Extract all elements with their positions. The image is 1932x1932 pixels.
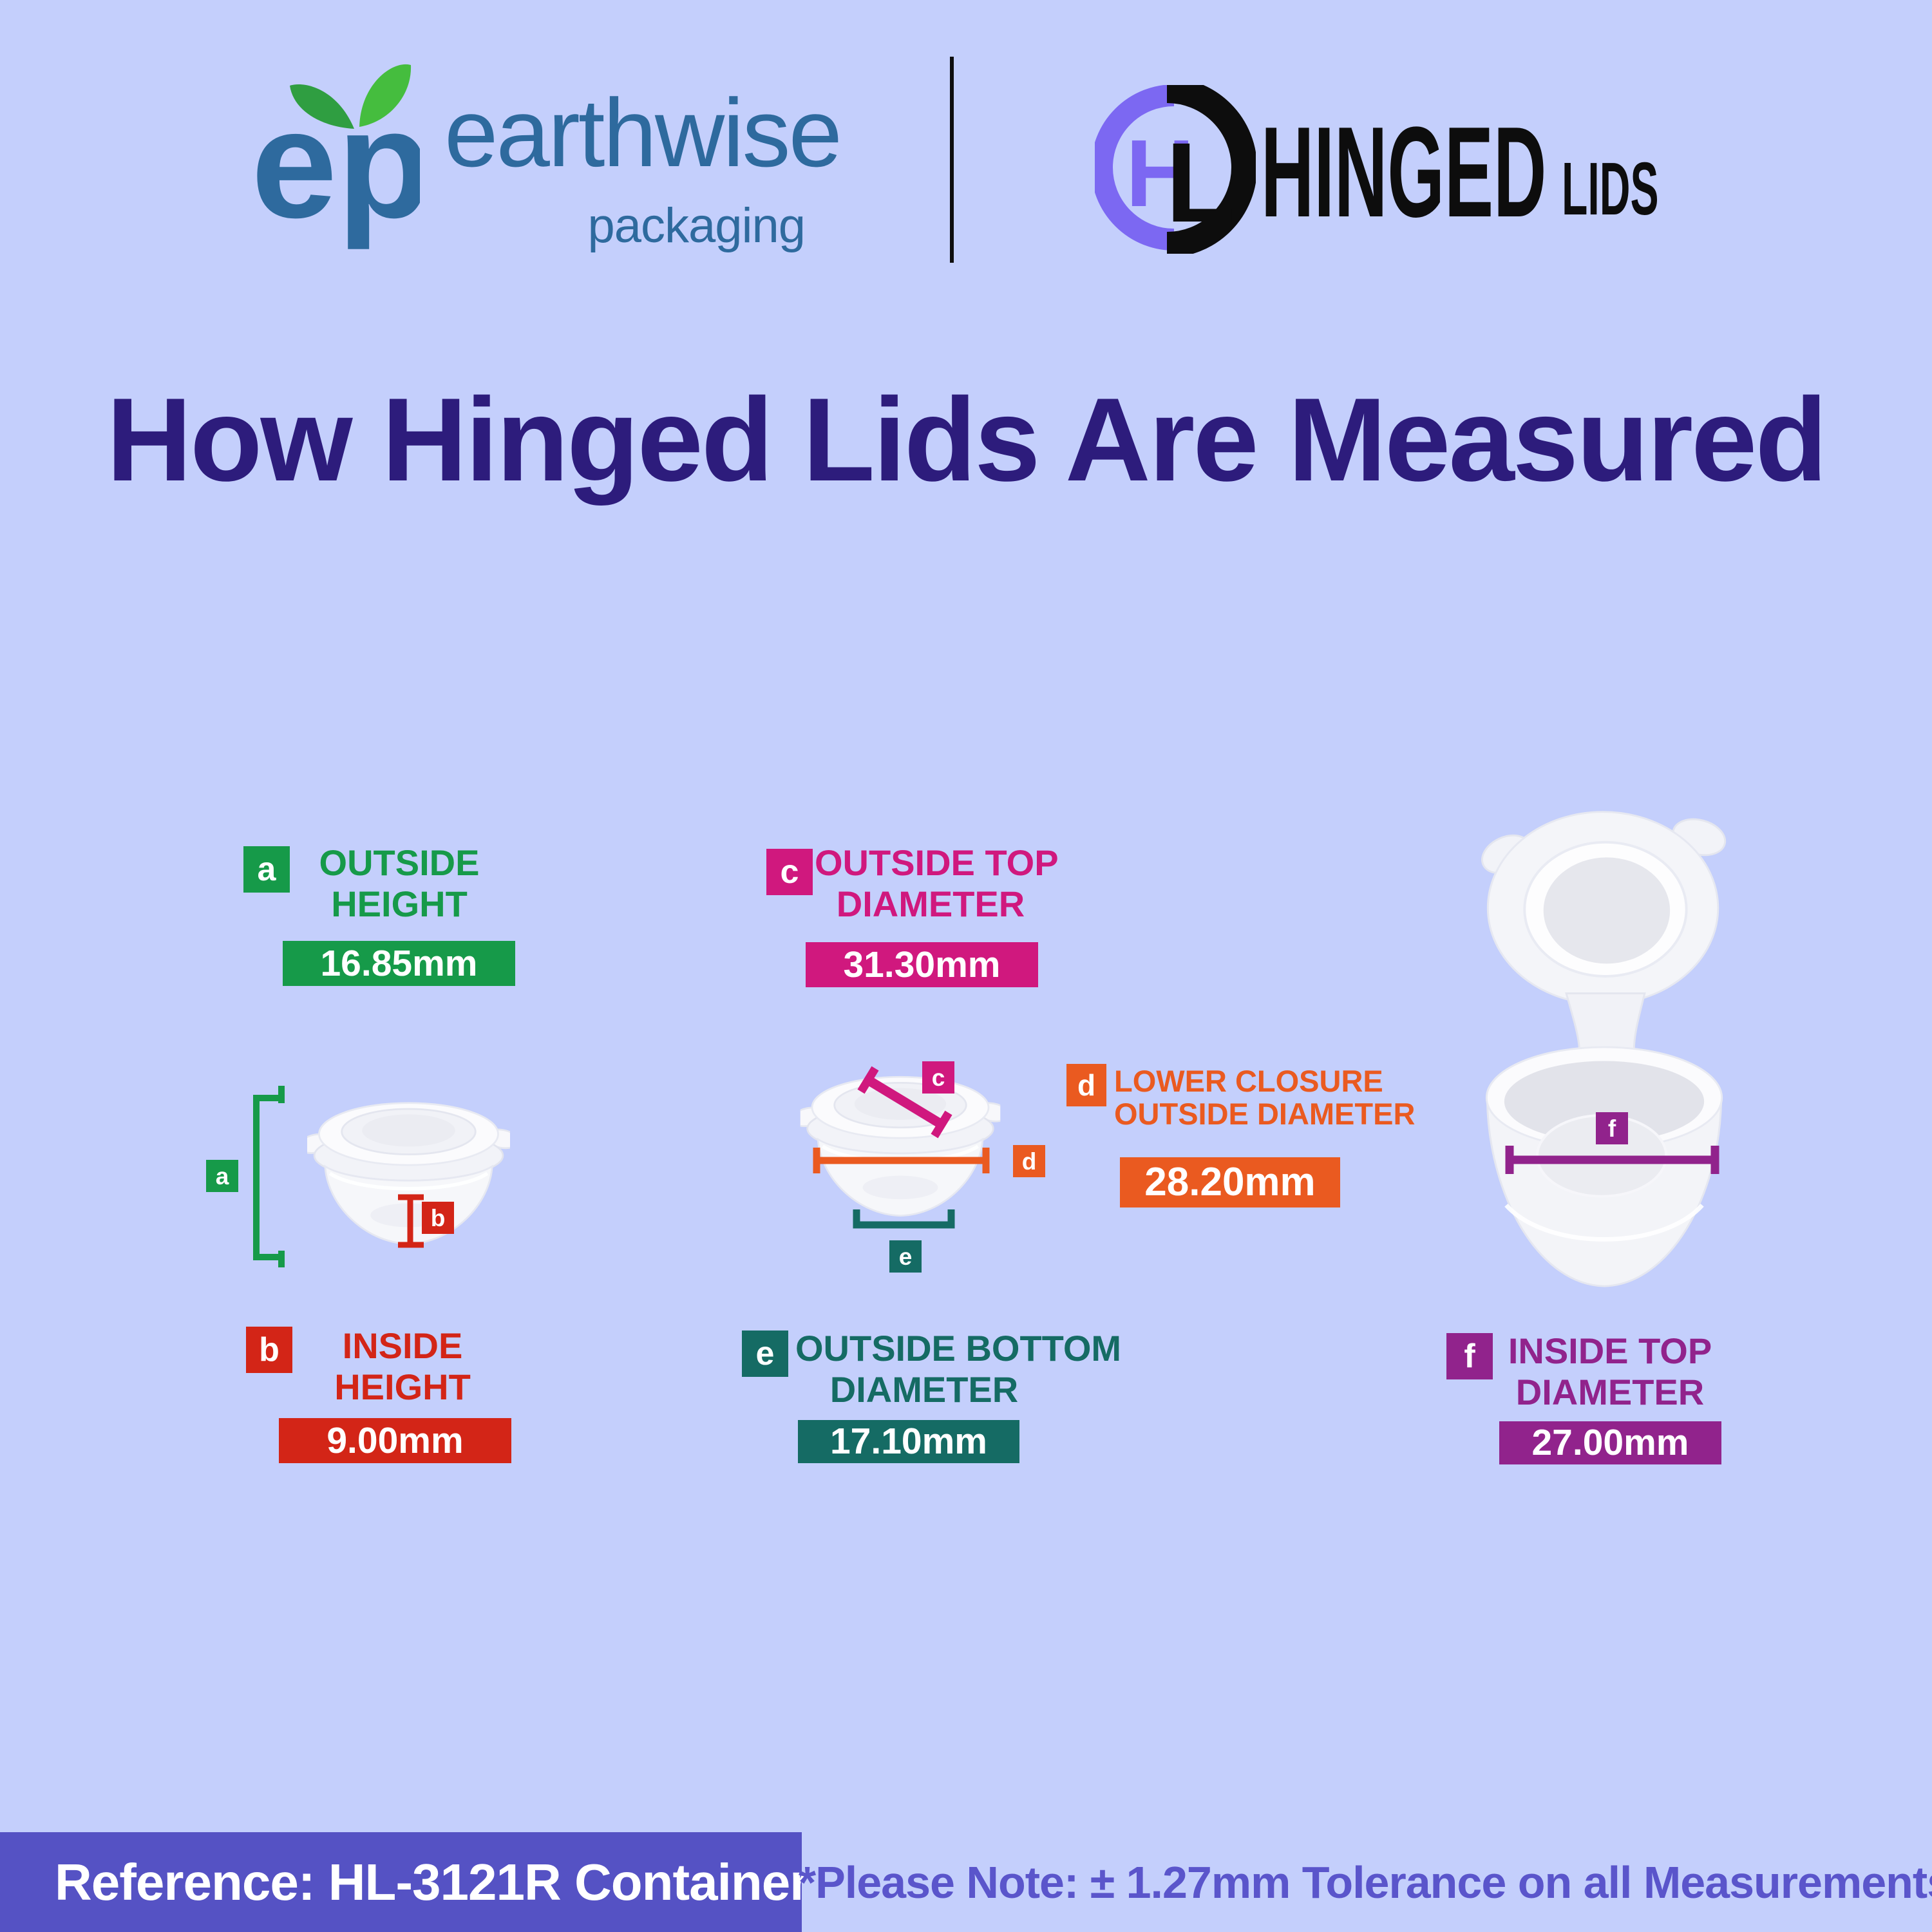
header-divider — [950, 57, 954, 263]
lower-closure-diameter-line — [813, 1148, 990, 1173]
marker-c: c — [922, 1061, 954, 1094]
marker-e: e — [889, 1240, 922, 1273]
callout-a-value: 16.85mm — [283, 941, 515, 986]
callout-b-label-line1: INSIDE — [342, 1325, 463, 1366]
marker-d: d — [1013, 1145, 1045, 1177]
callout-c-value: 31.30mm — [806, 942, 1038, 987]
callout-a-label: OUTSIDE HEIGHT — [283, 842, 515, 925]
callout-b-tag: b — [246, 1327, 292, 1373]
callout-b-value: 9.00mm — [279, 1418, 511, 1463]
leaf-icon — [359, 64, 412, 127]
callout-a-tag: a — [243, 846, 290, 893]
marker-f-letter: f — [1607, 1115, 1616, 1142]
earthwise-wordmark: earthwise — [444, 79, 842, 187]
open-container-image — [1470, 800, 1739, 1325]
marker-a: a — [206, 1160, 238, 1192]
callout-e-label-line1: OUTSIDE BOTTOM — [795, 1328, 1122, 1368]
callout-f-label: INSIDE TOP DIAMETER — [1497, 1331, 1723, 1413]
callout-a-label-line1: OUTSIDE — [319, 842, 480, 883]
callout-f-value: 27.00mm — [1499, 1421, 1721, 1464]
callout-c-label-line1: OUTSIDE TOP — [815, 842, 1059, 883]
callout-f-tag: f — [1446, 1333, 1493, 1379]
marker-a-letter: a — [215, 1162, 229, 1189]
diameter-measure-lines — [813, 1066, 990, 1229]
callout-e-label-line2: DIAMETER — [829, 1368, 1019, 1410]
outside-height-bracket — [253, 1086, 285, 1267]
earthwise-tagline: packaging — [587, 198, 806, 253]
inside-height-ibeam — [398, 1194, 424, 1248]
page-title: How Hinged Lids Are Measured — [106, 373, 1828, 506]
callout-c-label: OUTSIDE TOP DIAMETER — [815, 842, 1059, 925]
callout-d-letter: d — [1077, 1068, 1096, 1102]
earthwise-monogram-letters: ep — [251, 77, 420, 250]
callout-e-label: OUTSIDE BOTTOM DIAMETER — [795, 1328, 1122, 1410]
leaf-icon — [290, 84, 354, 129]
callout-c-label-line2: DIAMETER — [836, 883, 1025, 924]
callout-d-label-line2: OUTSIDE DIAMETER — [1114, 1096, 1416, 1131]
callout-e-letter: e — [755, 1335, 775, 1372]
callout-d-tag: d — [1066, 1064, 1106, 1106]
callout-a-letter: a — [257, 851, 276, 888]
reference-text: Reference: HL-3121R Container — [55, 1853, 810, 1911]
callout-d-label: LOWER CLOSURE OUTSIDE DIAMETER — [1114, 1064, 1416, 1131]
hingedlids-logo: H L HINGED LIDS — [1095, 84, 1771, 270]
marker-d-letter: d — [1021, 1148, 1037, 1175]
hingedlids-wordmark: HINGED — [1261, 100, 1547, 244]
callout-c-tag: c — [766, 849, 813, 895]
marker-b-letter: b — [430, 1204, 446, 1231]
marker-b: b — [422, 1202, 454, 1234]
marker-e-letter: e — [898, 1243, 913, 1270]
callout-b-label-line2: HEIGHT — [334, 1366, 471, 1407]
earthwise-monogram-icon: ep — [251, 64, 420, 250]
height-measure-lines — [253, 1086, 424, 1267]
hingedlids-monogram-icon: H L — [1095, 85, 1256, 254]
callout-d-label-line1: LOWER CLOSURE — [1114, 1064, 1383, 1098]
earthwise-logo: ep earthwise packaging — [251, 55, 850, 280]
callout-f-label-line1: INSIDE TOP — [1508, 1331, 1712, 1371]
reference-bar: Reference: HL-3121R Container — [0, 1832, 810, 1932]
outside-top-diameter-line — [857, 1066, 952, 1139]
callout-f-label-line2: DIAMETER — [1515, 1371, 1705, 1412]
callout-d-value: 28.20mm — [1120, 1157, 1340, 1208]
callout-c-letter: c — [780, 853, 799, 891]
marker-f: f — [1596, 1112, 1628, 1144]
marker-c-letter: c — [931, 1064, 945, 1091]
callout-b-label: INSIDE HEIGHT — [287, 1325, 518, 1408]
callout-a-label-line2: HEIGHT — [331, 883, 468, 924]
monogram-letter-l: L — [1166, 120, 1235, 246]
callout-f-letter: f — [1464, 1338, 1475, 1375]
monogram-letter-h: H — [1126, 120, 1195, 227]
callout-e-tag: e — [742, 1331, 788, 1377]
tolerance-note: *Please Note: ± 1.27mm Tolerance on all … — [798, 1857, 1932, 1908]
outside-bottom-diameter-bracket — [853, 1209, 955, 1229]
inside-top-diameter-line — [1505, 1146, 1719, 1174]
hingedlids-wordmark-sub: LIDS — [1562, 147, 1659, 231]
callout-b-letter: b — [259, 1331, 279, 1368]
callout-e-value: 17.10mm — [798, 1420, 1019, 1463]
